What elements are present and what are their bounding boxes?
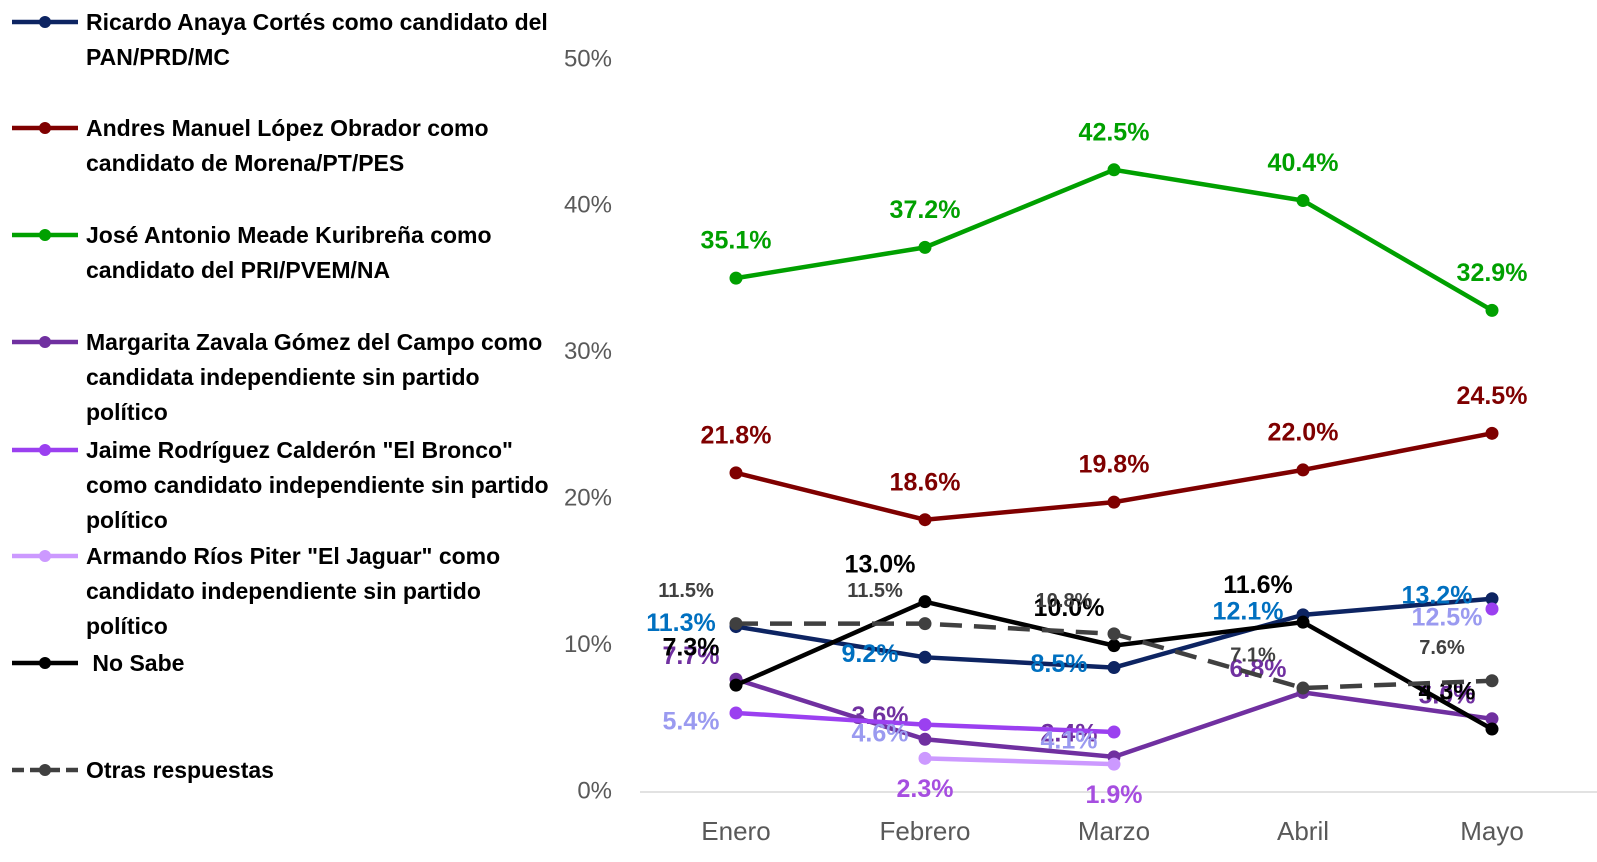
x-tick-label: Mayo — [1460, 816, 1524, 846]
data-label: 11.5% — [847, 580, 903, 602]
legend-label: Ricardo Anaya Cortés como candidato del … — [86, 9, 548, 70]
data-point — [918, 718, 932, 732]
data-point — [1485, 722, 1499, 736]
data-point — [918, 751, 932, 765]
data-label: 2.4% — [1041, 719, 1098, 747]
x-tick-label: Enero — [701, 816, 770, 846]
legend-label: Andres Manuel López Obrador como candida… — [86, 115, 489, 176]
data-label: 42.5% — [1079, 118, 1150, 146]
data-point — [1107, 163, 1121, 177]
legend-marker — [39, 16, 51, 28]
data-label: 12.5% — [1412, 604, 1483, 632]
legend-marker — [39, 764, 51, 776]
legend-label: Armando Ríos Piter "El Jaguar" como cand… — [86, 543, 501, 639]
data-label: 11.5% — [658, 580, 714, 602]
legend-label: Otras respuestas — [86, 757, 274, 783]
legend-marker — [39, 444, 51, 456]
data-point — [729, 617, 743, 631]
data-label: 10.0% — [1034, 594, 1105, 622]
data-point — [1107, 725, 1121, 739]
legend-marker — [39, 229, 51, 241]
data-point — [1296, 463, 1310, 477]
data-point — [1107, 495, 1121, 509]
data-point — [1107, 639, 1121, 653]
data-point — [729, 706, 743, 720]
data-label: 7.1% — [1230, 644, 1276, 666]
data-point — [918, 513, 932, 527]
data-label: 40.4% — [1268, 149, 1339, 177]
data-label: 9.2% — [842, 640, 899, 668]
data-point — [918, 240, 932, 254]
data-point — [1485, 592, 1499, 606]
data-label: 2.3% — [897, 775, 954, 803]
data-label: 22.0% — [1268, 419, 1339, 447]
series-line — [735, 167, 1494, 313]
data-label: 13.0% — [845, 550, 916, 578]
data-point — [1296, 681, 1310, 695]
legend-label: José Antonio Meade Kuribreña como candid… — [86, 222, 492, 283]
data-point — [1107, 757, 1121, 771]
y-tick-label: 50% — [564, 45, 612, 72]
y-tick-label: 30% — [564, 338, 612, 365]
data-label: 13.2% — [1402, 581, 1473, 609]
data-point — [1485, 303, 1499, 317]
data-label: 35.1% — [701, 227, 772, 255]
legend-label: Jaime Rodríguez Calderón "El Bronco" com… — [86, 437, 549, 533]
data-point — [1296, 615, 1310, 629]
y-tick-label: 10% — [564, 631, 612, 658]
data-label: 1.9% — [1086, 781, 1143, 809]
data-point — [729, 678, 743, 692]
data-label: 7.3% — [663, 634, 720, 662]
data-point — [1485, 602, 1499, 616]
legend-marker — [39, 657, 51, 669]
data-point — [1485, 712, 1499, 726]
y-tick-label: 20% — [564, 485, 612, 512]
data-point — [918, 650, 932, 664]
data-label: 21.8% — [701, 421, 772, 449]
data-label: 4.6% — [852, 719, 909, 747]
legend-marker — [39, 122, 51, 134]
legend-marker — [39, 336, 51, 348]
series-line — [924, 756, 1115, 767]
y-tick-label: 40% — [564, 192, 612, 219]
data-point — [729, 466, 743, 480]
data-label: 4.1% — [1041, 727, 1098, 755]
legend-label: No Sabe — [86, 650, 185, 676]
x-tick-label: Abril — [1277, 816, 1329, 846]
data-label: 10.8% — [1036, 590, 1093, 612]
data-label: 11.3% — [646, 609, 716, 637]
data-label: 11.6% — [1223, 571, 1293, 599]
data-label: 5.4% — [663, 708, 720, 736]
data-label: 8.5% — [1031, 650, 1088, 678]
data-point — [729, 271, 743, 285]
data-label: 18.6% — [890, 468, 961, 496]
y-tick-label: 0% — [577, 777, 612, 804]
data-point — [1485, 426, 1499, 440]
x-tick-label: Marzo — [1078, 816, 1150, 846]
x-tick-label: Febrero — [879, 816, 970, 846]
data-label: 24.5% — [1457, 382, 1528, 410]
data-point — [1107, 661, 1121, 675]
data-point — [918, 595, 932, 609]
data-label: 19.8% — [1079, 451, 1150, 479]
data-point — [918, 732, 932, 746]
data-point — [1107, 627, 1121, 641]
data-label: 12.1% — [1213, 597, 1284, 625]
data-point — [918, 617, 932, 631]
data-point — [1485, 674, 1499, 688]
data-point — [1296, 194, 1310, 208]
data-label: 7.6% — [1419, 637, 1465, 659]
legend-label: Margarita Zavala Gómez del Campo como ca… — [86, 329, 543, 425]
data-label: 37.2% — [890, 196, 961, 224]
data-label: 32.9% — [1457, 259, 1528, 287]
legend-marker — [39, 550, 51, 562]
data-label: 7.7% — [663, 642, 720, 670]
